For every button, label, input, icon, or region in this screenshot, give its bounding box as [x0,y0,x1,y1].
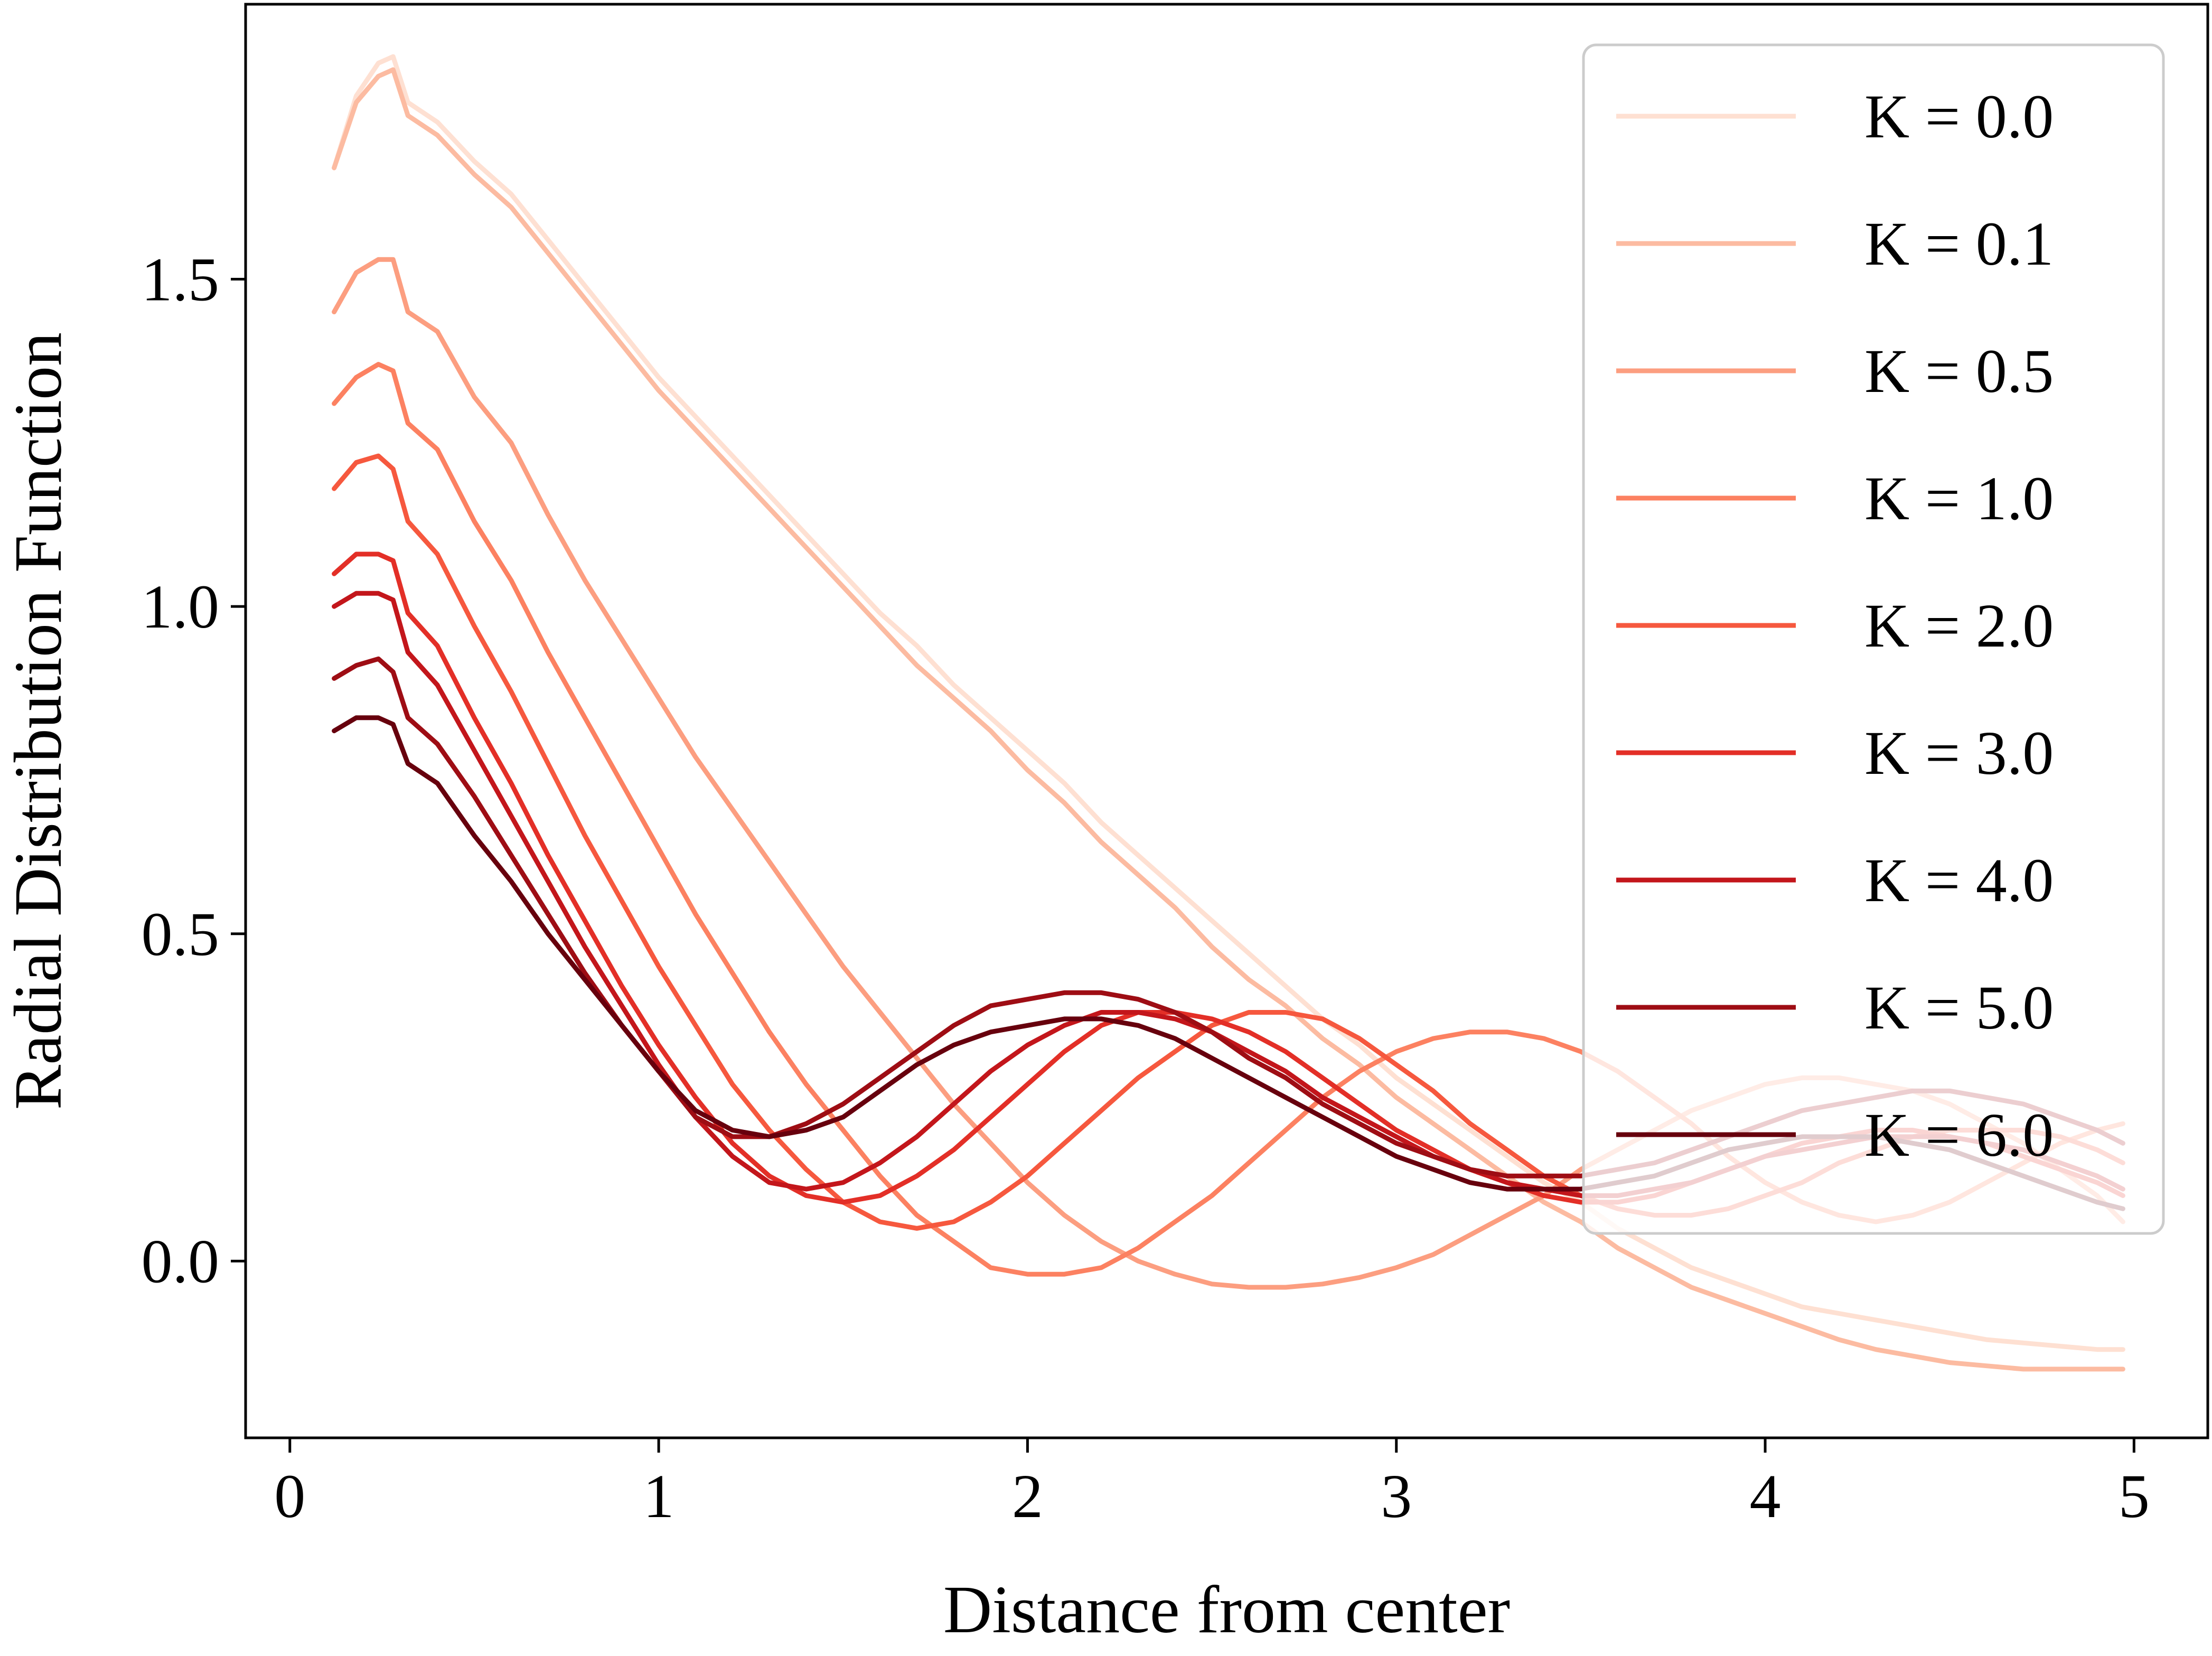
legend-label: K = 0.5 [1864,336,2054,406]
x-tick-label: 4 [1750,1462,1781,1531]
x-tick-label: 3 [1381,1462,1412,1531]
plot-area-frame [244,3,2209,1439]
y-axis: 0.0 0.5 1.0 1.5 [142,245,246,1296]
x-axis: 0 1 2 3 4 5 [274,1438,2150,1531]
y-tick-label: 1.5 [142,245,220,314]
legend-label: K = 6.0 [1864,1100,2054,1170]
legend-label: K = 3.0 [1864,718,2054,788]
legend-label: K = 5.0 [1864,973,2054,1042]
legend-label: K = 0.1 [1864,209,2054,278]
y-tick-label: 0.5 [142,900,220,969]
x-tick-label: 5 [2119,1462,2150,1531]
y-axis-title: Radial Distribution Function [1,332,76,1110]
x-tick-label: 1 [643,1462,674,1531]
y-tick-label: 1.0 [142,572,220,641]
legend-label: K = 4.0 [1864,846,2054,915]
legend: K = 0.0 K = 0.1 K = 0.5 K = 1.0 K = 2.0 K = 3… [1582,43,2165,1235]
series-line-1 [332,67,2125,1372]
legend-box [1582,43,2165,1235]
series-lines [332,54,2125,1372]
y-tick-label: 0.0 [142,1227,220,1296]
legend-label: K = 2.0 [1864,591,2054,660]
legend-label: K = 1.0 [1864,464,2054,533]
x-tick-label: 2 [1012,1462,1043,1531]
x-tick-label: 0 [274,1462,305,1531]
series-line-0 [332,54,2125,1352]
legend-label: K = 0.0 [1864,82,2054,151]
x-axis-title: Distance from center [943,1572,1510,1647]
